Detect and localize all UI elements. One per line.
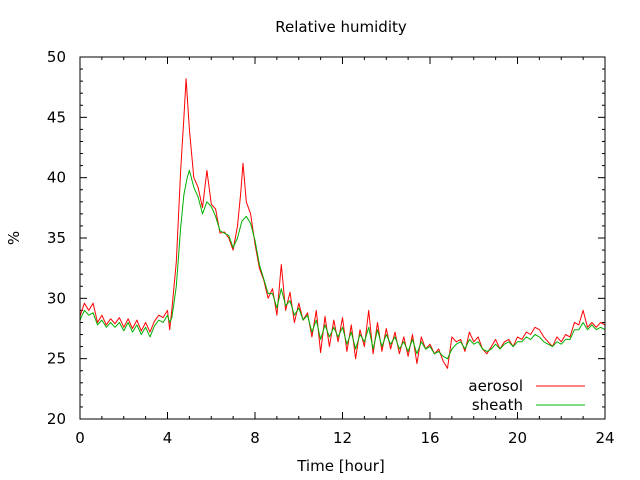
- x-tick-label: 16: [420, 429, 439, 447]
- plot-frame: [79, 56, 606, 420]
- series-line-sheath: [79, 169, 606, 360]
- x-tick-label: 20: [508, 429, 527, 447]
- series-line-aerosol: [79, 78, 606, 369]
- y-tick-label: 45: [47, 108, 66, 126]
- y-axis-label: %: [5, 231, 23, 245]
- legend-label-aerosol: aerosol: [468, 377, 523, 395]
- y-tick-label: 20: [47, 410, 66, 428]
- y-tick-label: 50: [47, 48, 66, 66]
- x-tick-label: 12: [333, 429, 352, 447]
- series-lines: [79, 78, 606, 369]
- y-tick-label: 25: [47, 350, 66, 368]
- x-tick-label: 8: [250, 429, 260, 447]
- legend-label-sheath: sheath: [472, 396, 523, 414]
- x-tick-label: 0: [75, 429, 85, 447]
- x-axis-label: Time [hour]: [296, 457, 385, 475]
- chart-title: Relative humidity: [275, 18, 407, 36]
- x-tick-label: 4: [163, 429, 173, 447]
- y-tick-label: 40: [47, 169, 66, 187]
- y-tick-label: 35: [47, 229, 66, 247]
- axis-ticks: 0 4 8 12 16 20 24 20 25 30 35 40 45 50: [47, 48, 615, 447]
- y-tick-label: 30: [47, 289, 66, 307]
- x-tick-label: 24: [595, 429, 614, 447]
